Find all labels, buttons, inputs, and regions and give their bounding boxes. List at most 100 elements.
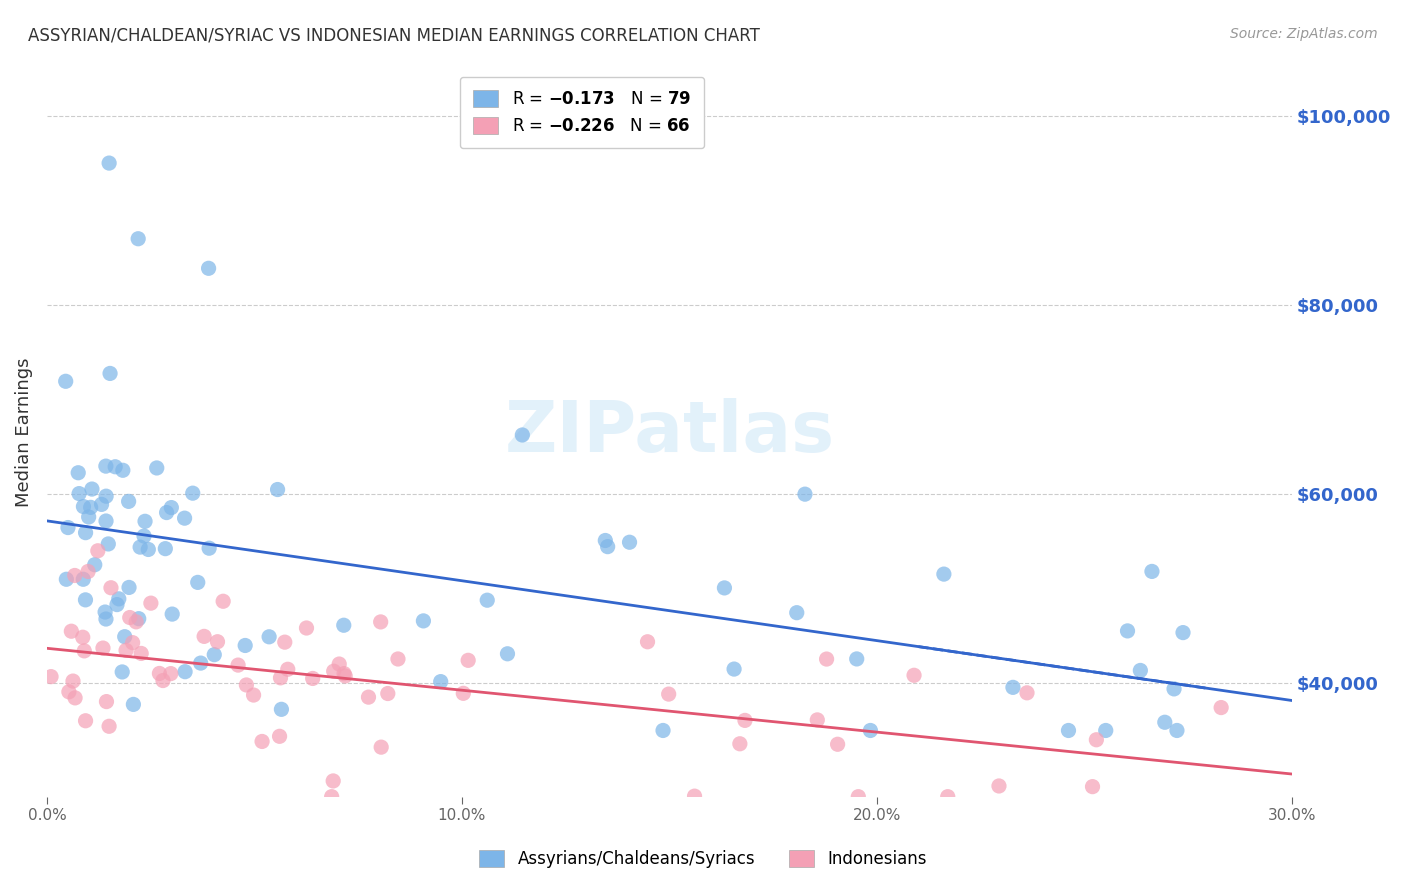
Point — [98, 719, 121, 733]
Point — [845, 652, 868, 666]
Point — [129, 540, 152, 554]
Point — [129, 647, 152, 661]
Point — [105, 598, 128, 612]
Point — [72, 630, 94, 644]
Point — [212, 594, 235, 608]
Point — [1094, 723, 1116, 738]
Point — [1081, 780, 1104, 794]
Point — [160, 607, 183, 621]
Point — [496, 647, 519, 661]
Point — [595, 533, 617, 548]
Point — [457, 653, 479, 667]
Point — [321, 789, 343, 804]
Point — [477, 593, 499, 607]
Point — [94, 612, 117, 626]
Point — [127, 232, 149, 246]
Point — [75, 714, 97, 728]
Point — [94, 514, 117, 528]
Legend: R = $\bf{-0.173}$   N = $\bf{79}$, R = $\bf{-0.226}$   N = $\bf{66}$: R = $\bf{-0.173}$ N = $\bf{79}$, R = $\b… — [460, 77, 704, 148]
Point — [181, 486, 204, 500]
Point — [233, 639, 256, 653]
Point — [148, 666, 170, 681]
Point — [257, 630, 280, 644]
Legend: Assyrians/Chaldeans/Syriacs, Indonesians: Assyrians/Chaldeans/Syriacs, Indonesians — [472, 843, 934, 875]
Point — [412, 614, 434, 628]
Point — [107, 591, 129, 606]
Point — [73, 644, 96, 658]
Point — [77, 510, 100, 524]
Point — [139, 596, 162, 610]
Point — [117, 494, 139, 508]
Point — [91, 641, 114, 656]
Point — [333, 666, 356, 681]
Point — [322, 773, 344, 788]
Point — [83, 558, 105, 572]
Point — [96, 695, 118, 709]
Point — [87, 543, 110, 558]
Point — [79, 500, 101, 515]
Point — [512, 428, 534, 442]
Point — [63, 568, 86, 582]
Point — [159, 666, 181, 681]
Point — [115, 643, 138, 657]
Point — [728, 737, 751, 751]
Point — [94, 489, 117, 503]
Point — [114, 630, 136, 644]
Point — [155, 506, 177, 520]
Point — [370, 615, 392, 629]
Point — [145, 461, 167, 475]
Point — [250, 734, 273, 748]
Point — [827, 737, 849, 751]
Point — [1001, 681, 1024, 695]
Point — [55, 374, 77, 388]
Point — [56, 520, 79, 534]
Point — [387, 652, 409, 666]
Point — [94, 459, 117, 474]
Point — [295, 621, 318, 635]
Point — [1116, 624, 1139, 638]
Point — [67, 486, 90, 500]
Point — [193, 629, 215, 643]
Point — [1171, 625, 1194, 640]
Point — [152, 673, 174, 688]
Point — [1140, 565, 1163, 579]
Point — [67, 466, 90, 480]
Point — [111, 665, 134, 679]
Point — [97, 537, 120, 551]
Point — [134, 514, 156, 528]
Point — [301, 672, 323, 686]
Point — [806, 713, 828, 727]
Point — [1166, 723, 1188, 738]
Point — [370, 740, 392, 755]
Point — [333, 618, 356, 632]
Point — [118, 581, 141, 595]
Text: ASSYRIAN/CHALDEAN/SYRIAC VS INDONESIAN MEDIAN EARNINGS CORRELATION CHART: ASSYRIAN/CHALDEAN/SYRIAC VS INDONESIAN M… — [28, 27, 761, 45]
Point — [274, 635, 297, 649]
Point — [136, 542, 159, 557]
Point — [815, 652, 838, 666]
Point — [111, 463, 134, 477]
Point — [453, 686, 475, 700]
Point — [1153, 715, 1175, 730]
Point — [270, 671, 292, 685]
Point — [100, 581, 122, 595]
Point — [125, 615, 148, 629]
Point — [1085, 732, 1108, 747]
Point — [794, 487, 817, 501]
Point — [242, 688, 264, 702]
Point — [197, 261, 219, 276]
Point — [187, 575, 209, 590]
Point — [62, 674, 84, 689]
Point — [277, 662, 299, 676]
Point — [60, 624, 83, 639]
Point — [357, 690, 380, 705]
Point — [859, 723, 882, 738]
Point — [98, 367, 121, 381]
Point — [226, 658, 249, 673]
Point — [190, 656, 212, 670]
Point — [429, 674, 451, 689]
Point — [903, 668, 925, 682]
Point — [173, 511, 195, 525]
Point — [174, 665, 197, 679]
Point — [39, 670, 62, 684]
